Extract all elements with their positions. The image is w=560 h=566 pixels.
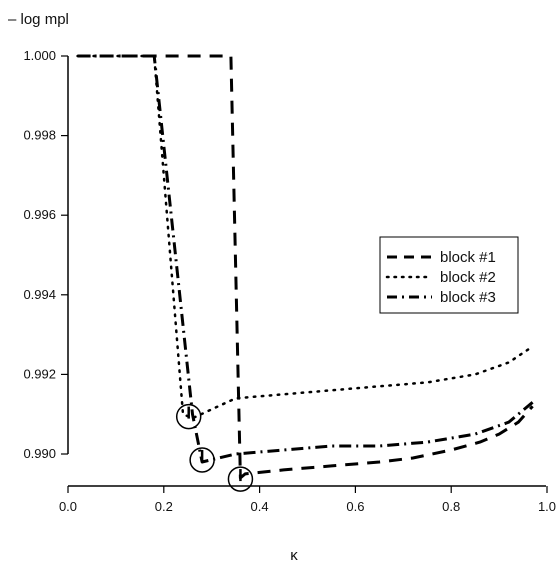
- x-tick-label-5: 1.0: [538, 499, 556, 514]
- min-marker-circle-1: [175, 403, 202, 430]
- x-tick-label-1: 0.2: [155, 499, 173, 514]
- min-marker-2: [189, 447, 215, 473]
- min-marker-3: [227, 466, 254, 492]
- plot-markers: [175, 403, 254, 492]
- axes: 0.990 0.992 0.994 0.996 0.998 1.000 0.0 0.2 0.4…: [23, 48, 556, 514]
- legend-item-2: block #2: [385, 269, 496, 286]
- x-tick-label-4: 0.8: [442, 499, 460, 514]
- legend-label-3: block #3: [440, 289, 496, 306]
- y-tick-label-0: 0.990: [23, 446, 56, 461]
- min-marker-1: [175, 403, 202, 430]
- legend-box: [379, 236, 519, 314]
- y-tick-label-3: 0.996: [23, 207, 56, 222]
- x-tick-label-0: 0.0: [59, 499, 77, 514]
- legend-label-1: block #1: [440, 249, 496, 266]
- legend-item-1: block #1: [387, 249, 496, 266]
- x-ticks: 0.0 0.2 0.4 0.6 0.8 1.0: [59, 486, 556, 514]
- y-ticks: 0.990 0.992 0.994 0.996 0.998 1.000: [23, 48, 68, 461]
- y-tick-label-1: 0.992: [23, 366, 56, 381]
- x-tick-label-2: 0.4: [251, 499, 269, 514]
- min-marker-circle-2: [189, 447, 215, 473]
- y-tick-label-4: 0.998: [23, 128, 56, 143]
- legend-item-3: block #3: [387, 289, 496, 306]
- x-axis-title: κ: [290, 547, 298, 564]
- legend: block #1 block #2 block #3: [379, 236, 519, 314]
- y-axis-title: – log mpl: [8, 11, 69, 28]
- series-line-2: [76, 54, 534, 420]
- y-tick-label-5: 1.000: [23, 48, 56, 63]
- min-marker-circle-3: [227, 466, 254, 492]
- x-tick-label-3: 0.6: [346, 499, 364, 514]
- legend-label-2: block #2: [440, 269, 496, 286]
- y-tick-label-2: 0.994: [23, 287, 56, 302]
